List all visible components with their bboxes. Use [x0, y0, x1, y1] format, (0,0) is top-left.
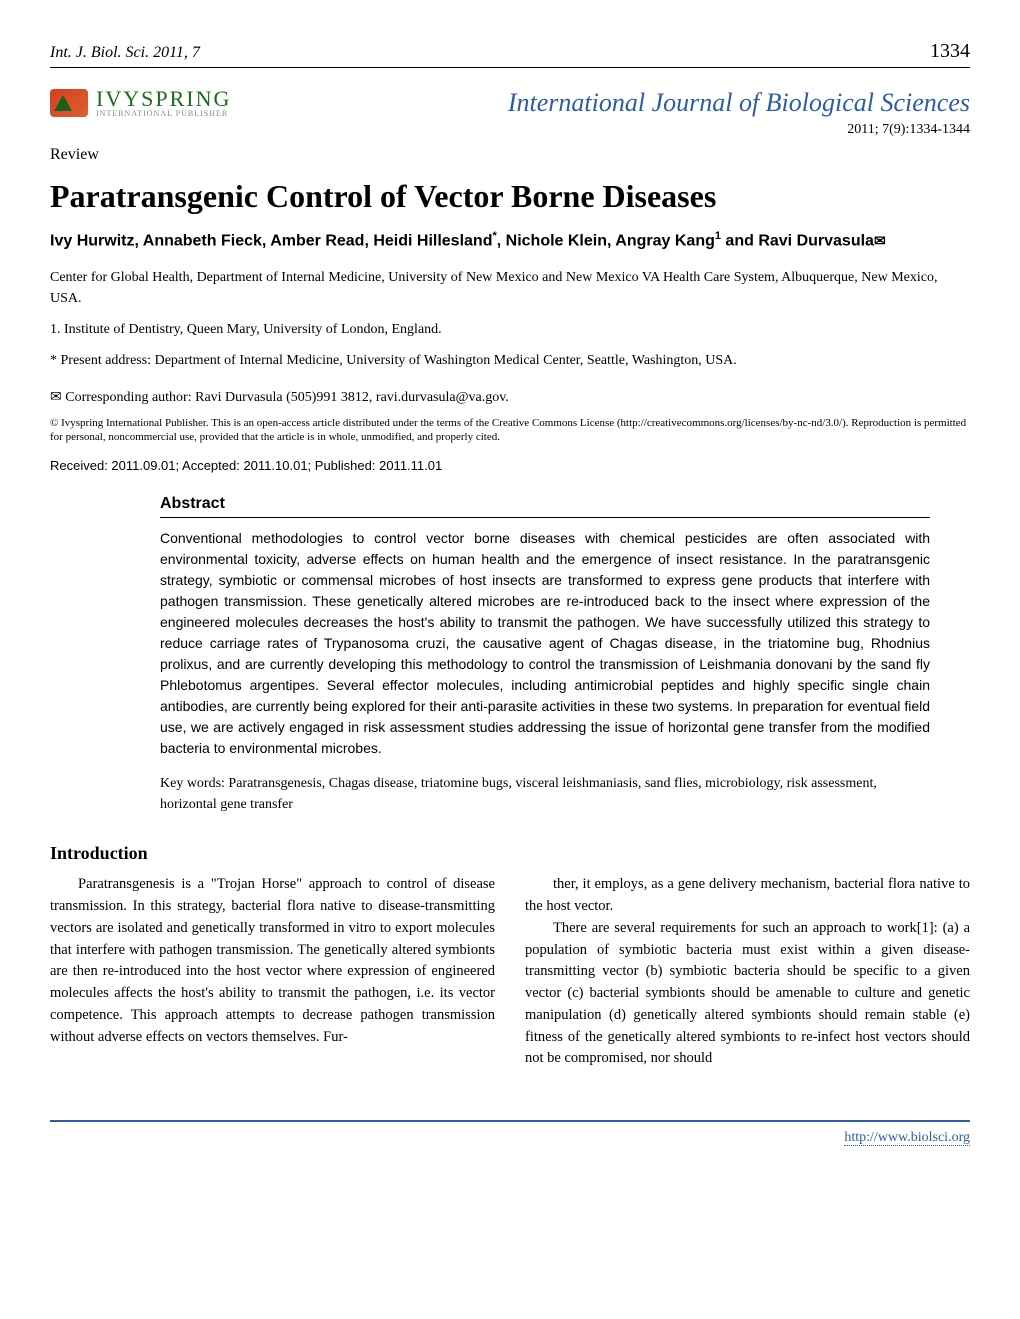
- abstract-heading: Abstract: [160, 495, 930, 518]
- ivyspring-logo-icon: [50, 89, 88, 117]
- intro-para-1: Paratransgenesis is a "Trojan Horse" app…: [50, 874, 495, 1048]
- keywords: Key words: Paratransgenesis, Chagas dise…: [160, 773, 930, 815]
- abstract-section: Abstract Conventional methodologies to c…: [160, 495, 930, 815]
- license-text: © Ivyspring International Publisher. Thi…: [50, 416, 970, 445]
- issue-info: 2011; 7(9):1334-1344: [508, 122, 970, 138]
- publisher-name: IVYSPRING: [96, 88, 231, 110]
- article-title: Paratransgenic Control of Vector Borne D…: [50, 178, 970, 215]
- affiliations: Center for Global Health, Department of …: [50, 267, 970, 371]
- introduction-heading: Introduction: [50, 843, 970, 864]
- journal-title-block: International Journal of Biological Scie…: [508, 88, 970, 138]
- corresponding-author: ✉ Corresponding author: Ravi Durvasula (…: [50, 389, 970, 406]
- publisher-logo-block: IVYSPRING INTERNATIONAL PUBLISHER: [50, 88, 231, 118]
- abstract-text: Conventional methodologies to control ve…: [160, 528, 930, 759]
- masthead-row: IVYSPRING INTERNATIONAL PUBLISHER Intern…: [50, 88, 970, 138]
- affiliation-1: 1. Institute of Dentistry, Queen Mary, U…: [50, 319, 970, 340]
- page-header: Int. J. Biol. Sci. 2011, 7 1334: [50, 40, 970, 68]
- journal-title: International Journal of Biological Scie…: [508, 88, 970, 118]
- footer-url-link[interactable]: http://www.biolsci.org: [844, 1130, 970, 1146]
- intro-para-2: There are several requirements for such …: [525, 918, 970, 1070]
- body-columns: Paratransgenesis is a "Trojan Horse" app…: [50, 874, 970, 1070]
- intro-para-1-cont: ther, it employs, as a gene delivery mec…: [525, 874, 970, 918]
- affiliation-main: Center for Global Health, Department of …: [50, 267, 970, 309]
- journal-abbrev: Int. J. Biol. Sci. 2011, 7: [50, 44, 200, 62]
- article-dates: Received: 2011.09.01; Accepted: 2011.10.…: [50, 458, 970, 473]
- article-type: Review: [50, 146, 970, 164]
- authors-list: Ivy Hurwitz, Annabeth Fieck, Amber Read,…: [50, 229, 970, 253]
- publisher-subtitle: INTERNATIONAL PUBLISHER: [96, 110, 231, 118]
- page-footer: http://www.biolsci.org: [50, 1120, 970, 1146]
- page-number: 1334: [930, 40, 970, 63]
- column-left: Paratransgenesis is a "Trojan Horse" app…: [50, 874, 495, 1070]
- affiliation-present: * Present address: Department of Interna…: [50, 350, 970, 371]
- publisher-text: IVYSPRING INTERNATIONAL PUBLISHER: [96, 88, 231, 118]
- column-right: ther, it employs, as a gene delivery mec…: [525, 874, 970, 1070]
